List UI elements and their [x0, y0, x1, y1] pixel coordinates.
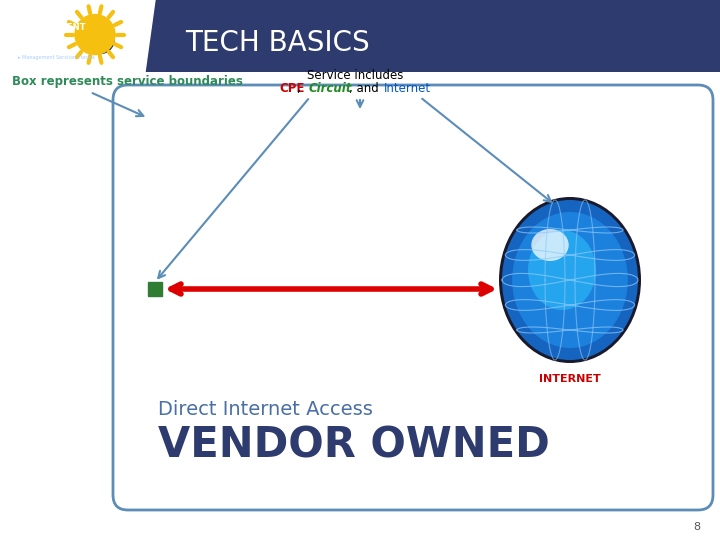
Text: , and: , and — [349, 82, 383, 95]
Text: Circuit: Circuit — [309, 82, 352, 95]
FancyBboxPatch shape — [113, 85, 713, 510]
Ellipse shape — [528, 230, 596, 310]
Text: INTERNET: INTERNET — [539, 374, 601, 384]
Bar — [148, 282, 162, 296]
Text: Service includes: Service includes — [307, 69, 403, 82]
Text: Box represents service boundaries: Box represents service boundaries — [12, 75, 243, 88]
Text: Direct Internet Access: Direct Internet Access — [158, 400, 373, 419]
Polygon shape — [0, 0, 155, 72]
Text: TECH BASICS: TECH BASICS — [185, 29, 369, 57]
Circle shape — [86, 25, 114, 53]
Ellipse shape — [499, 197, 641, 363]
Text: VENDOR OWNED: VENDOR OWNED — [158, 424, 550, 466]
Ellipse shape — [512, 212, 628, 348]
Ellipse shape — [502, 200, 638, 360]
FancyBboxPatch shape — [0, 72, 720, 540]
Text: 8: 8 — [693, 522, 700, 532]
Text: CPE: CPE — [279, 82, 305, 95]
Text: Internet: Internet — [384, 82, 431, 95]
FancyBboxPatch shape — [0, 0, 720, 72]
Text: SERVICES: SERVICES — [18, 36, 63, 45]
Circle shape — [75, 15, 115, 55]
Text: ,: , — [297, 82, 305, 95]
Ellipse shape — [531, 229, 569, 261]
Text: ▸ Management Services Florida: ▸ Management Services Florida — [18, 55, 95, 60]
Text: MANAGEMENT: MANAGEMENT — [18, 23, 86, 32]
Text: Department of: Department of — [18, 12, 64, 17]
